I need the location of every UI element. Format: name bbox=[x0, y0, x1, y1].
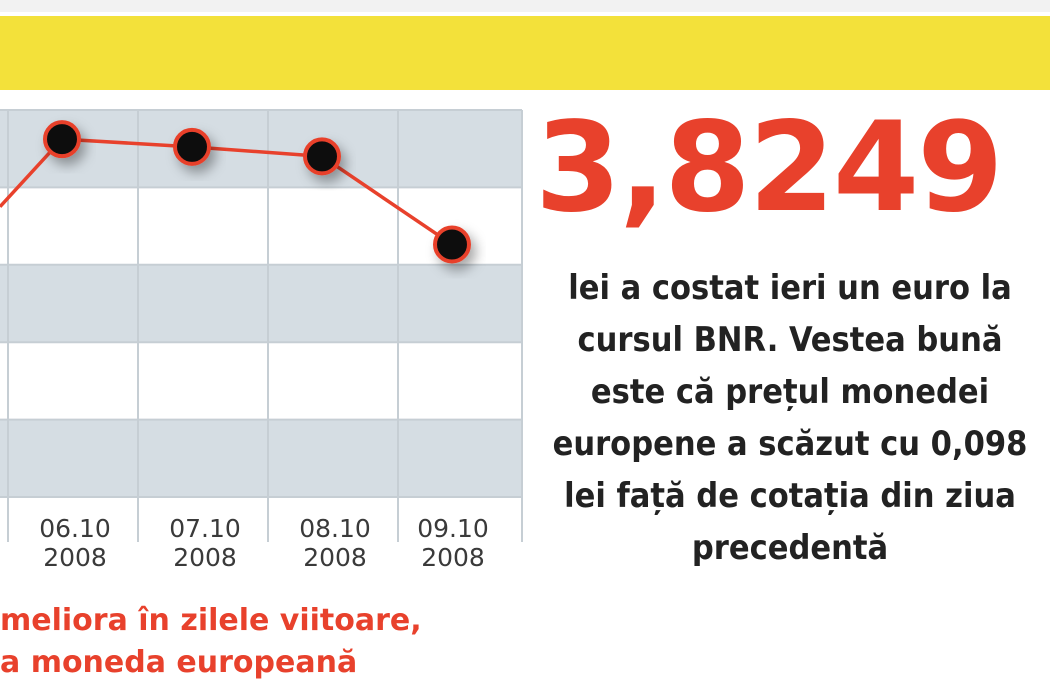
x-tick-year: 2008 bbox=[43, 543, 107, 572]
headline-description: lei a costat ieri un euro la cursul BNR.… bbox=[552, 268, 1028, 568]
data-point bbox=[303, 137, 341, 176]
grid-band bbox=[0, 419, 522, 497]
x-tick-date: 07.10 bbox=[169, 514, 241, 543]
grid-band bbox=[0, 264, 522, 343]
top-band bbox=[0, 0, 1050, 12]
grid-bands bbox=[0, 110, 522, 497]
grid-band bbox=[0, 110, 522, 188]
data-points bbox=[43, 120, 471, 264]
x-tick-year: 2008 bbox=[303, 543, 367, 572]
x-tick-date: 09.10 bbox=[417, 514, 489, 543]
caption: meliora în zilele viitoare, a moneda eur… bbox=[0, 600, 520, 684]
caption-line-2: a moneda europeană bbox=[0, 645, 358, 680]
data-point bbox=[43, 120, 81, 159]
headline-value: 3,8249 bbox=[535, 96, 1004, 240]
data-point bbox=[433, 225, 471, 264]
x-tick-date: 08.10 bbox=[299, 514, 371, 543]
data-point bbox=[173, 127, 211, 166]
title-band bbox=[0, 16, 1050, 90]
x-tick-date: 06.10 bbox=[39, 514, 111, 543]
grid-lines bbox=[0, 109, 523, 542]
x-tick-year: 2008 bbox=[173, 543, 237, 572]
x-tick-year: 2008 bbox=[421, 543, 485, 572]
caption-line-1: meliora în zilele viitoare, bbox=[0, 603, 422, 638]
